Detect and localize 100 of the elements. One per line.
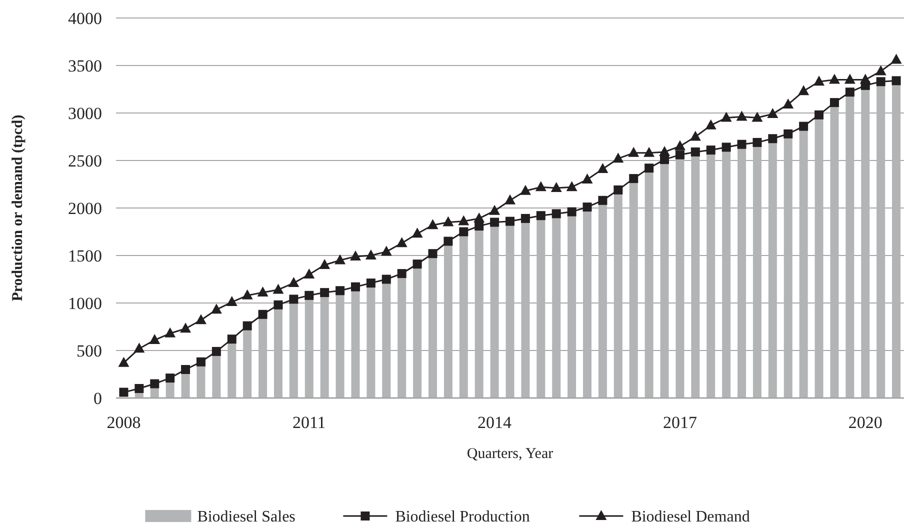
point xyxy=(336,286,345,296)
point xyxy=(210,304,222,314)
y-tick-label: 1000 xyxy=(68,294,102,313)
point xyxy=(597,163,608,174)
bar xyxy=(320,296,329,398)
bar xyxy=(366,286,376,398)
point xyxy=(844,74,856,84)
bar xyxy=(166,382,174,398)
point xyxy=(628,146,640,157)
point xyxy=(396,237,408,248)
bar xyxy=(459,236,468,398)
point xyxy=(520,214,530,223)
point xyxy=(798,85,810,96)
point xyxy=(180,322,192,333)
point xyxy=(289,294,298,304)
bar xyxy=(830,106,839,398)
bar xyxy=(598,204,607,398)
bar xyxy=(474,230,484,398)
bar xyxy=(398,277,406,398)
point xyxy=(876,77,886,86)
point xyxy=(442,216,454,226)
point xyxy=(181,365,190,374)
point xyxy=(444,236,453,246)
point xyxy=(427,219,438,230)
point xyxy=(737,140,746,149)
y-tick-label: 3500 xyxy=(68,56,102,76)
x-tick-label: 2020 xyxy=(848,413,882,432)
point xyxy=(212,346,221,356)
bar xyxy=(722,151,731,398)
bar xyxy=(738,148,746,398)
point xyxy=(629,174,638,184)
point xyxy=(489,204,500,215)
point xyxy=(799,122,808,131)
bar xyxy=(691,156,700,398)
point xyxy=(428,249,438,258)
bar xyxy=(351,290,360,398)
point xyxy=(366,278,376,288)
point xyxy=(319,259,330,269)
point xyxy=(504,194,516,204)
bar xyxy=(506,225,514,398)
bar xyxy=(382,283,391,398)
point xyxy=(227,334,236,344)
bar xyxy=(552,218,561,398)
point xyxy=(134,342,145,353)
bar xyxy=(583,210,592,398)
point xyxy=(782,98,794,108)
point xyxy=(659,146,670,156)
bar xyxy=(876,85,886,398)
point xyxy=(644,164,654,173)
point xyxy=(536,211,546,220)
y-tick-label: 1500 xyxy=(68,246,102,266)
point xyxy=(535,181,546,192)
point xyxy=(768,134,778,144)
bar xyxy=(861,89,870,398)
point xyxy=(288,277,300,288)
bar xyxy=(243,330,252,398)
point xyxy=(382,274,391,284)
point xyxy=(845,88,854,97)
point xyxy=(150,379,160,388)
point xyxy=(690,147,700,156)
point xyxy=(582,174,593,184)
x-tick-label: 2008 xyxy=(106,413,141,432)
point xyxy=(828,74,840,84)
point xyxy=(784,129,793,138)
y-tick-label: 2000 xyxy=(68,198,102,218)
point xyxy=(412,228,423,238)
point xyxy=(767,108,778,118)
point xyxy=(690,130,701,141)
point xyxy=(814,110,824,120)
bar xyxy=(212,355,221,398)
legend-label: Biodiesel Production xyxy=(395,508,530,526)
bar xyxy=(644,172,654,398)
point xyxy=(752,138,762,147)
bar xyxy=(799,130,808,398)
bar xyxy=(413,268,422,398)
bar xyxy=(846,96,854,398)
point xyxy=(412,260,422,269)
x-tick-label: 2011 xyxy=(292,413,326,432)
bar xyxy=(768,142,777,398)
bar xyxy=(258,318,268,398)
bar xyxy=(228,342,236,398)
point xyxy=(890,54,902,64)
x-tick-label: 2014 xyxy=(478,413,512,432)
point xyxy=(119,388,128,397)
point xyxy=(334,254,346,264)
point xyxy=(706,146,716,155)
bar xyxy=(614,194,622,398)
point xyxy=(458,215,470,226)
bar xyxy=(521,222,530,398)
point xyxy=(830,98,839,108)
point xyxy=(149,334,160,344)
point xyxy=(118,356,130,367)
y-tick-label: 0 xyxy=(94,388,102,408)
point xyxy=(490,218,500,227)
point xyxy=(242,289,253,300)
y-tick-label: 4000 xyxy=(68,8,102,28)
bar xyxy=(706,154,716,398)
point xyxy=(272,284,284,294)
bar xyxy=(814,118,824,398)
legend-label: Biodiesel Sales xyxy=(197,508,296,526)
